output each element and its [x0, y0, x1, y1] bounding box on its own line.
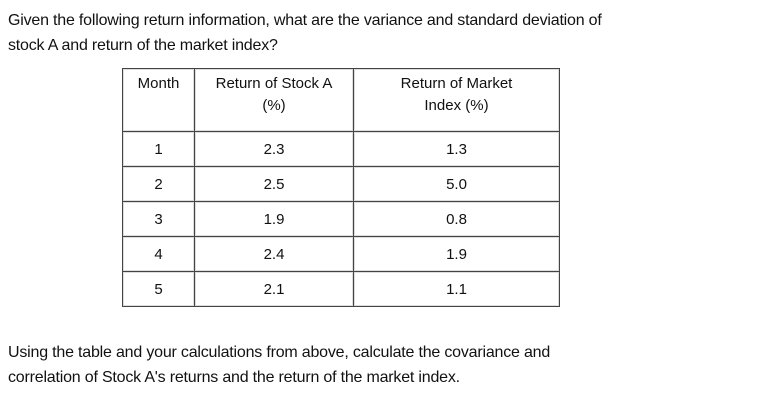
table-cell: 3 [122, 201, 195, 237]
table-cell: 1 [122, 131, 195, 167]
table-cell: 2.4 [194, 236, 354, 272]
table-cell: 2.5 [194, 166, 354, 202]
table-cell: 1.9 [353, 236, 560, 272]
table-cell: 4 [122, 236, 195, 272]
table-row: 3 1.9 0.8 [122, 201, 560, 237]
text-line: stock A and return of the market index? [8, 37, 278, 54]
table-row: 1 2.3 1.3 [122, 131, 560, 167]
table-row: 4 2.4 1.9 [122, 236, 560, 272]
table-cell: 0.8 [353, 201, 560, 237]
table-row: 5 2.1 1.1 [122, 271, 560, 307]
header-line: Index (%) [424, 97, 489, 114]
header-cell: Month [122, 68, 195, 132]
text-line: Using the table and your calculations fr… [8, 344, 551, 361]
table-cell: 1.9 [194, 201, 354, 237]
table-cell: 2.3 [194, 131, 354, 167]
table-cell: 1.1 [353, 271, 560, 307]
table-cell: 5.0 [353, 166, 560, 202]
header-line: Return of Market [400, 75, 513, 92]
table-cell: 2 [122, 166, 195, 202]
table-cell: 5 [122, 271, 195, 307]
header-line: Month [137, 75, 180, 92]
header-cell: Return of Stock A (%) [194, 68, 354, 132]
header-line: Return of Stock A [215, 75, 333, 92]
followup-question: Using the table and your calculations fr… [8, 340, 550, 390]
header-cell: Return of Market Index (%) [353, 68, 560, 132]
table-body: 1 2.3 1.3 2 2.5 5.0 3 1.9 0.8 4 2.4 1.9 5 2.1 1.1 [122, 131, 560, 307]
header-row: Month Return of Stock A (%) Return of Marke… [122, 68, 560, 132]
table-row: 2 2.5 5.0 [122, 166, 560, 202]
text-line: correlation of Stock A's returns and the… [8, 369, 460, 386]
table-cell: 2.1 [194, 271, 354, 307]
header-line: (%) [262, 97, 286, 114]
table-cell: 1.3 [353, 131, 560, 167]
returns-table: Month Return of Stock A (%) Return of Marke… [122, 68, 560, 307]
question: Given the following return information, … [8, 8, 602, 58]
text-line: Given the following return information, … [8, 12, 602, 29]
